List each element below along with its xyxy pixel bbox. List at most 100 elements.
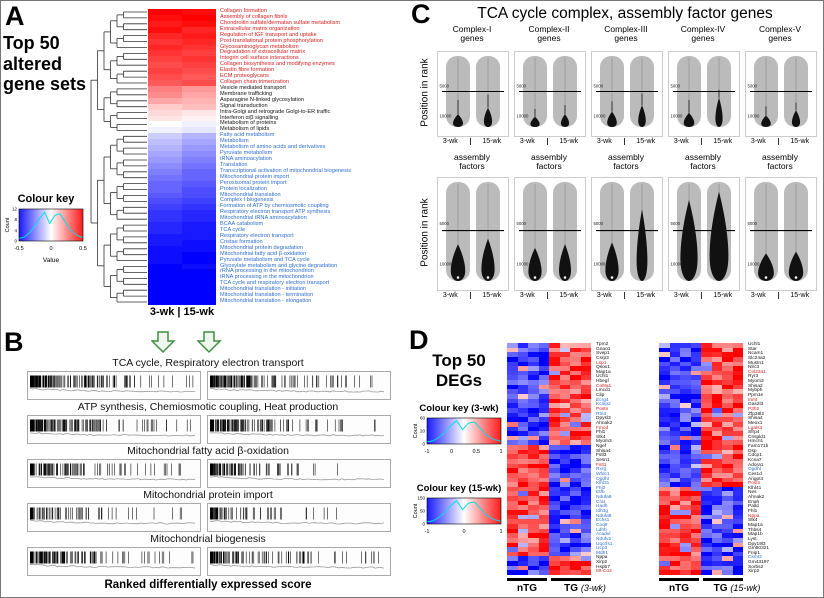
deg-row <box>659 375 743 381</box>
deg-row <box>659 459 743 464</box>
ntg-group-bar <box>507 578 547 581</box>
deg-heatmap-cell <box>559 449 570 455</box>
deg-heatmap-cell <box>680 445 691 450</box>
deg-heatmap-cell <box>722 370 733 376</box>
heatmap-cell-3wk <box>148 251 182 258</box>
deg-row <box>507 366 591 371</box>
deg-heatmap-cell <box>517 380 528 385</box>
deg-heatmap-cell <box>528 491 539 497</box>
deg-heatmap-cell <box>722 510 733 515</box>
gene-set-row <box>148 68 216 75</box>
deg-heatmap-cell <box>528 551 539 557</box>
deg-heatmap-cell <box>680 407 691 413</box>
deg-heatmap-cell <box>538 454 549 459</box>
x-tick-3wk: 3-wk <box>673 291 689 299</box>
deg-row <box>659 523 743 529</box>
gene-set-row <box>148 50 216 57</box>
deg-heatmap-cell <box>507 412 518 418</box>
deg-heatmap-cell <box>659 366 670 371</box>
dendrogram <box>89 9 147 305</box>
svg-text:10000: 10000 <box>594 261 607 266</box>
deg-heatmap-cell <box>722 449 733 455</box>
x-tick-15wk: 15-wk <box>636 291 656 299</box>
deg-heatmap-cell <box>659 375 670 381</box>
svg-text:-1: -1 <box>425 449 430 455</box>
gene-set-row <box>148 186 216 193</box>
deg-heatmap-cell <box>559 561 570 566</box>
tg-label: TG (3-wk) <box>564 583 606 594</box>
deg-heatmap-cell <box>722 343 733 348</box>
deg-heatmap-cell <box>659 431 670 436</box>
deg-gene-label: Sesn1 <box>596 458 610 463</box>
deg-row <box>507 394 591 399</box>
deg-heatmap-cell <box>732 477 743 483</box>
deg-gene-label: Dpysl3 <box>596 416 611 422</box>
deg-heatmap-cell <box>659 435 670 441</box>
deg-gene-label: P3h2 <box>748 406 760 412</box>
deg-gene-label: Ces1d <box>748 471 762 477</box>
gene-set-label: Metabolism of proteins <box>220 120 277 127</box>
deg-heatmap-cell <box>528 394 539 399</box>
deg-heatmap-cell <box>580 389 591 395</box>
deg-gene-label: Ndufa8 <box>596 513 612 519</box>
deg-heatmap-cell <box>549 533 560 538</box>
deg-heatmap-cell <box>580 570 591 575</box>
deg-heatmap-cell <box>711 500 722 506</box>
deg-heatmap-cell <box>517 356 528 362</box>
deg-gene-label: Shisa4 <box>748 416 763 422</box>
deg-heatmap-cell <box>528 361 539 367</box>
deg-heatmap-cell <box>528 445 539 450</box>
deg-heatmap-cell <box>538 380 549 385</box>
deg-heatmap-cell <box>559 472 570 478</box>
deg-gene-label: Fhl1 <box>596 430 606 436</box>
deg-heatmap-cell <box>669 472 680 478</box>
deg-heatmap-cell <box>549 454 560 459</box>
deg-heatmap-cell <box>528 482 539 487</box>
deg-heatmap-cell <box>507 435 518 441</box>
deg-heatmap-cell <box>711 510 722 515</box>
deg-heatmap-cell <box>507 398 518 404</box>
deg-heatmap-cell <box>580 463 591 469</box>
deg-heatmap-cell <box>538 426 549 432</box>
deg-heatmap-cell <box>559 528 570 534</box>
deg-row <box>659 486 743 492</box>
heatmap-cell-3wk <box>148 32 182 39</box>
violin-plot-assembly: 5000 10000 <box>668 177 740 291</box>
heatmap-cell-3wk <box>148 239 182 246</box>
deg-gene-label: Gm50321 <box>748 546 770 552</box>
gene-set-row <box>148 38 216 45</box>
deg-heatmap-cell <box>659 570 670 575</box>
gene-set-label: Protein localization <box>220 185 267 192</box>
deg-heatmap-cell <box>580 482 591 487</box>
deg-heatmap-cell <box>517 440 528 446</box>
heatmap-cell-15wk <box>182 239 216 246</box>
deg-heatmap-cell <box>732 366 743 371</box>
deg-heatmap-cell <box>570 500 581 506</box>
deg-heatmap-cell <box>507 486 518 492</box>
deg-heatmap-cell <box>732 370 743 376</box>
deg-heatmap-cell <box>528 463 539 469</box>
deg-heatmap-cell <box>690 514 701 520</box>
gene-set-heatmap <box>148 9 216 305</box>
deg-gene-label: Meox1 <box>748 420 763 426</box>
deg-heatmap-cell <box>659 505 670 511</box>
deg-heatmap-cell <box>507 445 518 450</box>
deg-gene-label: Fam171b <box>748 444 769 450</box>
deg-heatmap-cell <box>669 380 680 385</box>
deg-heatmap-cell <box>711 449 722 455</box>
deg-heatmap-cell <box>549 389 560 395</box>
deg-heatmap-cell <box>528 523 539 529</box>
gene-set-row <box>148 204 216 211</box>
deg-heatmap-cell <box>507 449 518 455</box>
deg-heatmap-cell <box>680 352 691 357</box>
deg-row <box>659 500 743 506</box>
deg-heatmap-cell <box>722 459 733 464</box>
deg-heatmap-cell <box>507 361 518 367</box>
dendrogram-svg <box>90 11 147 303</box>
x-tick-15wk: 15-wk <box>559 291 579 299</box>
gene-set-row <box>148 192 216 199</box>
gene-set-row <box>148 26 216 33</box>
deg-heatmap-cell <box>528 398 539 404</box>
gene-set-label: Metabolism <box>220 138 249 145</box>
gene-set-label: Degradation of extracellular matrix <box>220 49 306 56</box>
